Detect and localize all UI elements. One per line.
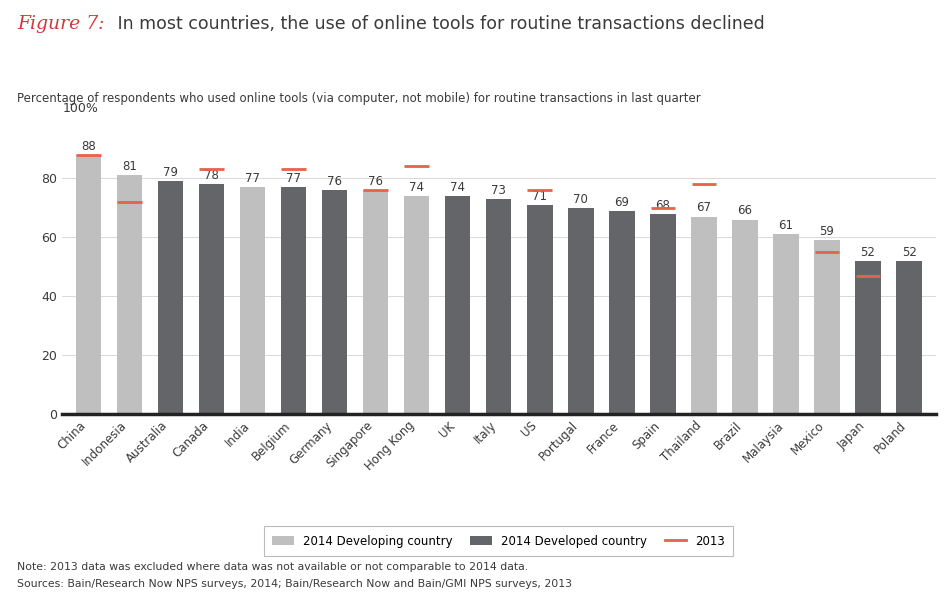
Text: 81: 81: [122, 160, 137, 173]
Text: In most countries, the use of online tools for routine transactions declined: In most countries, the use of online too…: [112, 15, 765, 33]
Text: 77: 77: [286, 172, 301, 185]
Text: 70: 70: [574, 193, 588, 206]
Text: 77: 77: [245, 172, 260, 185]
Bar: [486, 199, 511, 414]
Bar: [692, 216, 716, 414]
Text: Sources: Bain/Research Now NPS surveys, 2014; Bain/Research Now and Bain/GMI NPS: Sources: Bain/Research Now NPS surveys, …: [17, 579, 572, 589]
Bar: [732, 219, 758, 414]
Bar: [76, 154, 101, 414]
Text: 74: 74: [409, 181, 425, 194]
Bar: [363, 190, 389, 414]
Text: Note: 2013 data was excluded where data was not available or not comparable to 2: Note: 2013 data was excluded where data …: [17, 562, 528, 572]
Bar: [650, 213, 675, 414]
Bar: [199, 184, 224, 414]
Bar: [322, 190, 348, 414]
Text: 69: 69: [615, 195, 629, 209]
Text: 59: 59: [820, 225, 834, 238]
Bar: [445, 196, 470, 414]
Bar: [568, 208, 594, 414]
Text: 73: 73: [491, 184, 506, 197]
Bar: [239, 187, 265, 414]
Text: 76: 76: [369, 175, 383, 188]
Text: 100%: 100%: [63, 102, 99, 115]
Bar: [814, 240, 840, 414]
Legend: 2014 Developing country, 2014 Developed country, 2013: 2014 Developing country, 2014 Developed …: [264, 526, 733, 556]
Bar: [527, 205, 553, 414]
Text: 52: 52: [902, 246, 917, 259]
Bar: [158, 181, 183, 414]
Bar: [855, 261, 881, 414]
Bar: [404, 196, 429, 414]
Text: Figure 7:: Figure 7:: [17, 15, 104, 33]
Text: 74: 74: [450, 181, 465, 194]
Text: 76: 76: [327, 175, 342, 188]
Text: Percentage of respondents who used online tools (via computer, not mobile) for r: Percentage of respondents who used onlin…: [17, 92, 701, 105]
Bar: [773, 234, 799, 414]
Text: 71: 71: [532, 190, 547, 203]
Text: 68: 68: [656, 198, 671, 212]
Bar: [281, 187, 306, 414]
Text: 67: 67: [696, 201, 712, 215]
Text: 88: 88: [81, 139, 96, 153]
Text: 61: 61: [778, 219, 793, 232]
Bar: [609, 210, 635, 414]
Text: 52: 52: [861, 246, 876, 259]
Bar: [117, 175, 142, 414]
Bar: [897, 261, 922, 414]
Text: 66: 66: [737, 204, 752, 218]
Text: 79: 79: [163, 166, 178, 179]
Text: 78: 78: [204, 169, 218, 182]
